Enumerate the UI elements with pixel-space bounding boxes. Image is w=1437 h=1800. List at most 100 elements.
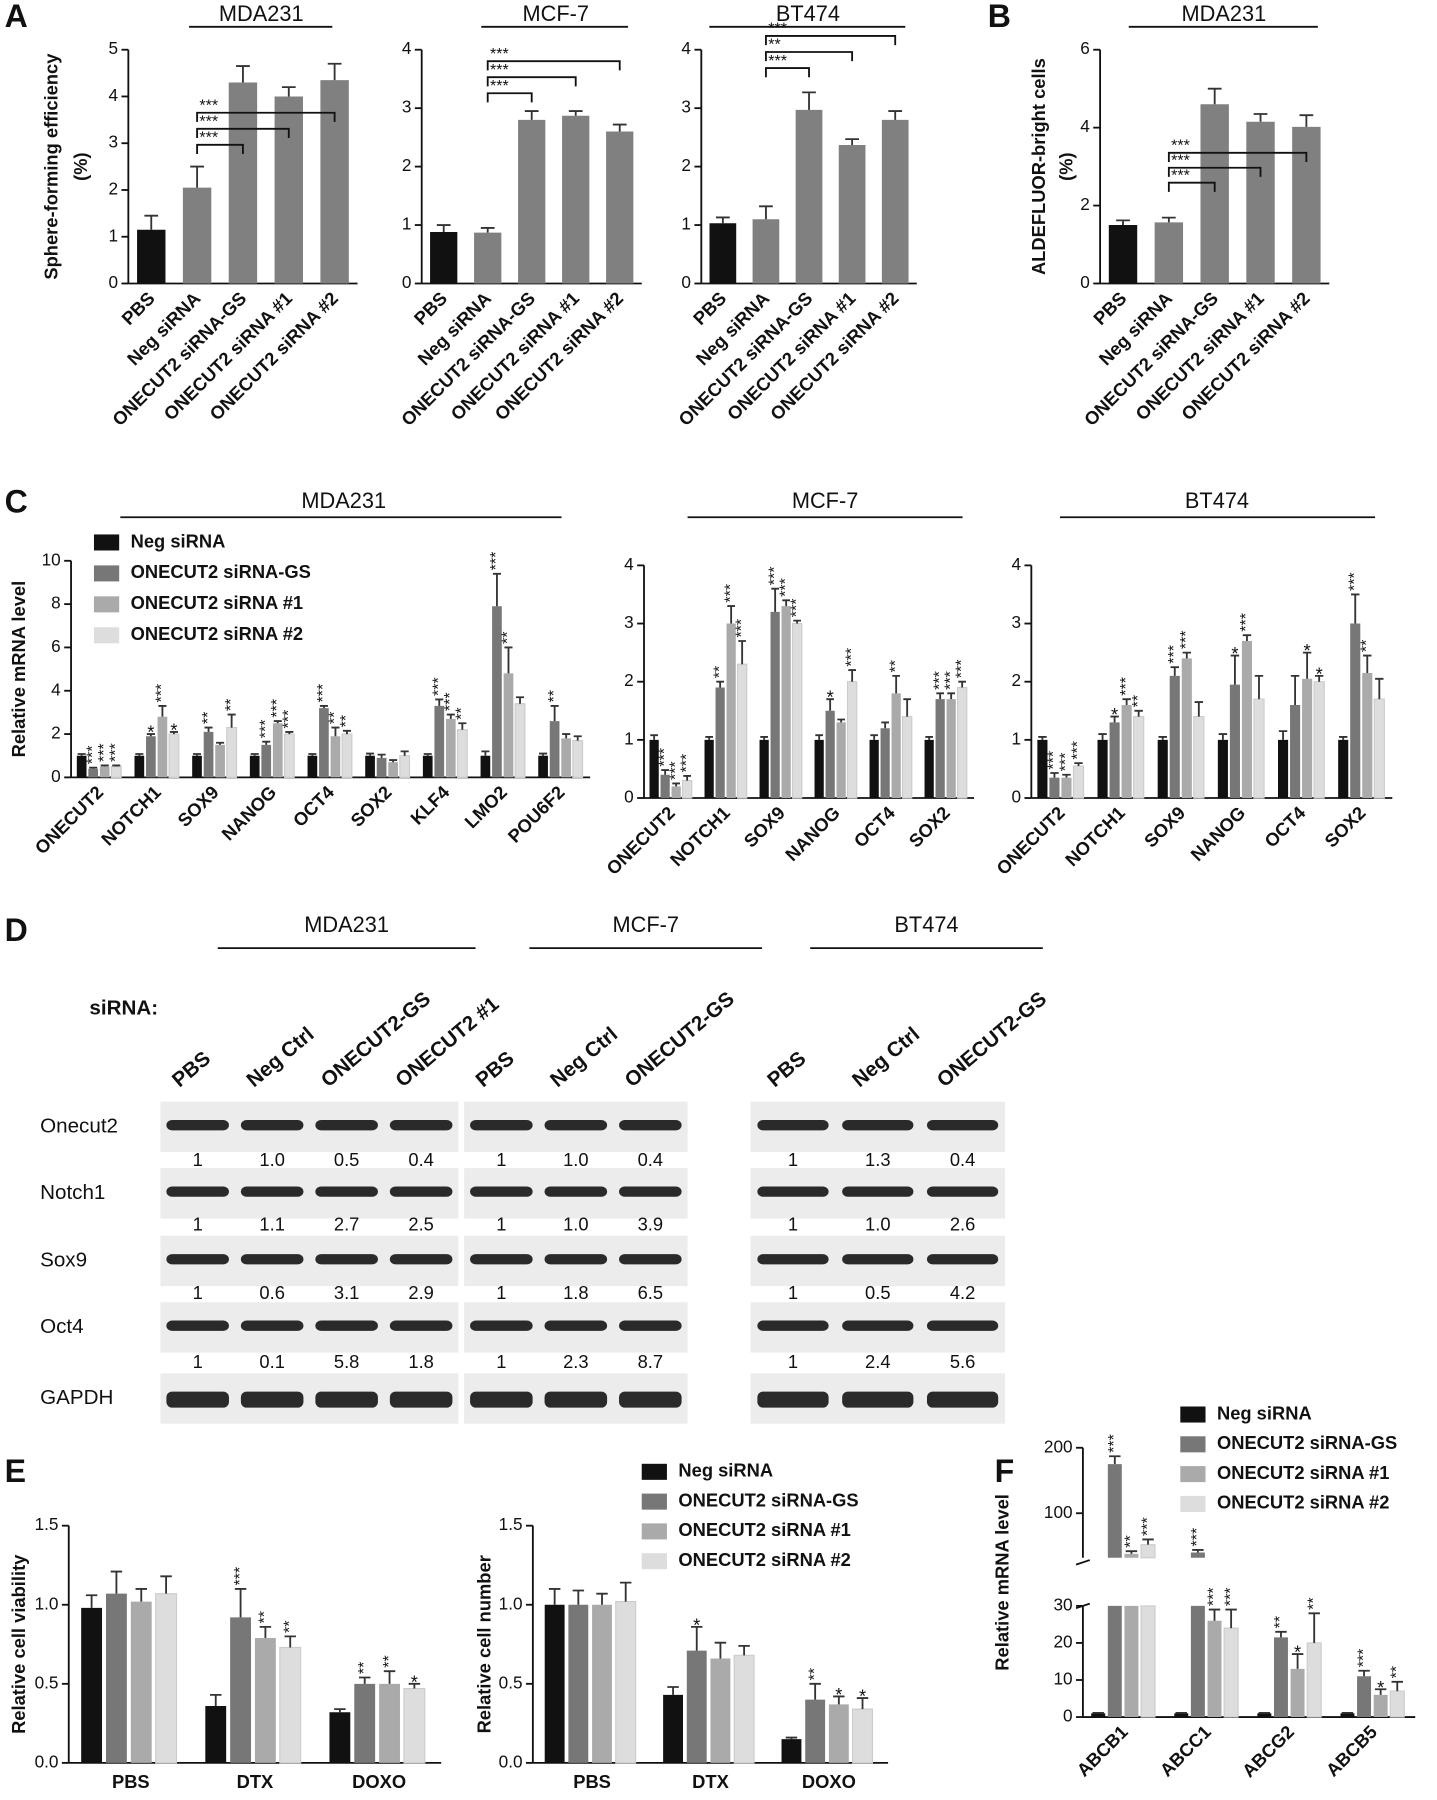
legend-swatch (1180, 1495, 1206, 1512)
error-bar (400, 750, 409, 756)
band (757, 1391, 829, 1408)
panel-label: D (5, 912, 28, 948)
bar (770, 611, 780, 799)
bar (130, 1601, 152, 1763)
error-bar (284, 1635, 296, 1648)
x-tick-label: DTX (237, 1771, 274, 1792)
quantification: 1.3 (865, 1149, 890, 1170)
bar (155, 1593, 178, 1764)
y-tick-label: 3 (1011, 612, 1021, 632)
error-bar (785, 1736, 798, 1740)
legend-label: Neg siRNA (1217, 1402, 1312, 1423)
x-tick-label: PBS (573, 1771, 611, 1792)
band (240, 1254, 304, 1265)
y-tick-label: 10 (1053, 1669, 1072, 1689)
y-axis-label: (%) (1056, 152, 1077, 181)
significance-label: * (827, 687, 834, 708)
error-bar (727, 605, 735, 624)
band (619, 1254, 682, 1265)
significance-label: *** (1237, 613, 1255, 632)
band (544, 1120, 608, 1131)
legend-label: Neg siRNA (131, 530, 226, 551)
bar (1223, 1627, 1239, 1718)
bar (1121, 704, 1132, 799)
protein-label: Sox9 (40, 1248, 87, 1271)
band (926, 1186, 999, 1197)
error-bar (319, 704, 328, 709)
quantification: 1 (496, 1351, 506, 1372)
band (757, 1186, 829, 1197)
bar (514, 703, 526, 778)
bar (1229, 684, 1240, 799)
bar (549, 721, 560, 778)
y-tick-label: 3 (108, 132, 118, 152)
x-tick-label: PBS (112, 1771, 150, 1792)
significance-label: *** (732, 619, 750, 638)
quantification: 2.6 (950, 1213, 975, 1234)
bar (562, 115, 590, 284)
bar (838, 144, 866, 284)
bar (1246, 121, 1275, 284)
significance-label: ** (337, 715, 355, 727)
significance-label: ** (199, 712, 217, 724)
y-tick-label: 1.5 (499, 1514, 523, 1534)
chart-title: MDA231 (219, 1, 304, 26)
y-tick-label: 30 (1053, 1594, 1072, 1614)
error-bar (888, 110, 903, 120)
significance-label: * (1231, 643, 1238, 664)
y-tick-label: 0 (402, 272, 412, 292)
legend-label: ONECUT2 siRNA #2 (678, 1549, 850, 1570)
bar (1338, 739, 1349, 799)
error-bar (1374, 1688, 1387, 1695)
quantification: 0.5 (865, 1282, 890, 1303)
error-bar (504, 646, 513, 674)
axis-break (1075, 1559, 1091, 1610)
significance-label: *** (280, 710, 298, 729)
significance-label: * (147, 722, 154, 743)
quantification: 1 (788, 1351, 798, 1372)
significance-label: * (693, 1614, 700, 1635)
significance-label: *** (95, 743, 113, 762)
error-bar (158, 704, 167, 717)
significance-label: *** (199, 129, 218, 147)
bar (924, 739, 934, 799)
bar (1313, 681, 1325, 799)
bar (935, 699, 945, 799)
band (389, 1186, 453, 1197)
significance-label: *** (1205, 1587, 1223, 1606)
significance-label: *** (153, 684, 171, 703)
bar (137, 229, 166, 284)
bar (1140, 1544, 1156, 1718)
bar (1107, 1464, 1122, 1718)
band (470, 1391, 533, 1408)
bar (320, 80, 349, 284)
bar (388, 762, 398, 778)
y-tick-label: 1 (624, 728, 634, 748)
error-bar (562, 733, 571, 739)
quantification: 3.9 (638, 1213, 663, 1234)
bar (434, 705, 445, 778)
blot-title: MDA231 (304, 912, 389, 937)
quantification: 2.9 (408, 1282, 433, 1303)
bar (330, 736, 341, 778)
bar (726, 623, 736, 799)
row-label: siRNA: (89, 997, 158, 1020)
error-bar (85, 1594, 98, 1608)
bar (503, 673, 514, 778)
y-tick-label: 0 (1011, 787, 1021, 807)
band (315, 1320, 378, 1331)
significance-label: *** (83, 745, 101, 764)
significance-bracket (1167, 166, 1262, 177)
error-bar (760, 736, 768, 740)
legend-label: ONECUT2 siRNA-GS (678, 1489, 858, 1510)
band (619, 1391, 682, 1408)
bar (852, 1708, 874, 1764)
significance-label: ** (355, 1662, 373, 1674)
error-bar (342, 729, 352, 735)
bar (1373, 698, 1385, 799)
significance-label: *** (930, 671, 948, 690)
legend-label: ONECUT2 siRNA #2 (1217, 1492, 1389, 1513)
significance-bracket (486, 92, 533, 103)
band (842, 1391, 914, 1408)
